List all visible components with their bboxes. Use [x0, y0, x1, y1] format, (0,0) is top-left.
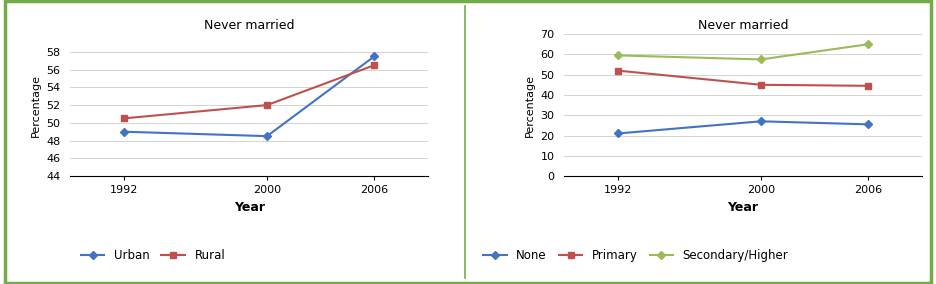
- Urban: [118, 130, 129, 133]
- Urban: [261, 134, 272, 138]
- Rural: [261, 103, 272, 107]
- Title: Never married: Never married: [697, 18, 788, 32]
- Line: Primary: Primary: [615, 68, 871, 89]
- Y-axis label: Percentage: Percentage: [31, 74, 40, 137]
- Urban: [369, 55, 380, 58]
- None: [755, 120, 767, 123]
- Line: Secondary/Higher: Secondary/Higher: [615, 41, 871, 62]
- Line: None: None: [615, 118, 871, 136]
- Y-axis label: Percentage: Percentage: [525, 74, 534, 137]
- X-axis label: Year: Year: [234, 201, 265, 214]
- Line: Rural: Rural: [121, 62, 377, 121]
- Primary: [863, 84, 874, 87]
- X-axis label: Year: Year: [727, 201, 758, 214]
- Title: Never married: Never married: [204, 18, 295, 32]
- Secondary/Higher: [755, 58, 767, 61]
- Legend: Urban, Rural: Urban, Rural: [76, 244, 230, 267]
- None: [612, 132, 623, 135]
- None: [863, 123, 874, 126]
- Legend: None, Primary, Secondary/Higher: None, Primary, Secondary/Higher: [478, 244, 793, 267]
- Line: Urban: Urban: [121, 53, 377, 139]
- Secondary/Higher: [863, 43, 874, 46]
- Rural: [369, 63, 380, 67]
- Rural: [118, 117, 129, 120]
- Primary: [755, 83, 767, 87]
- Primary: [612, 69, 623, 72]
- Secondary/Higher: [612, 54, 623, 57]
